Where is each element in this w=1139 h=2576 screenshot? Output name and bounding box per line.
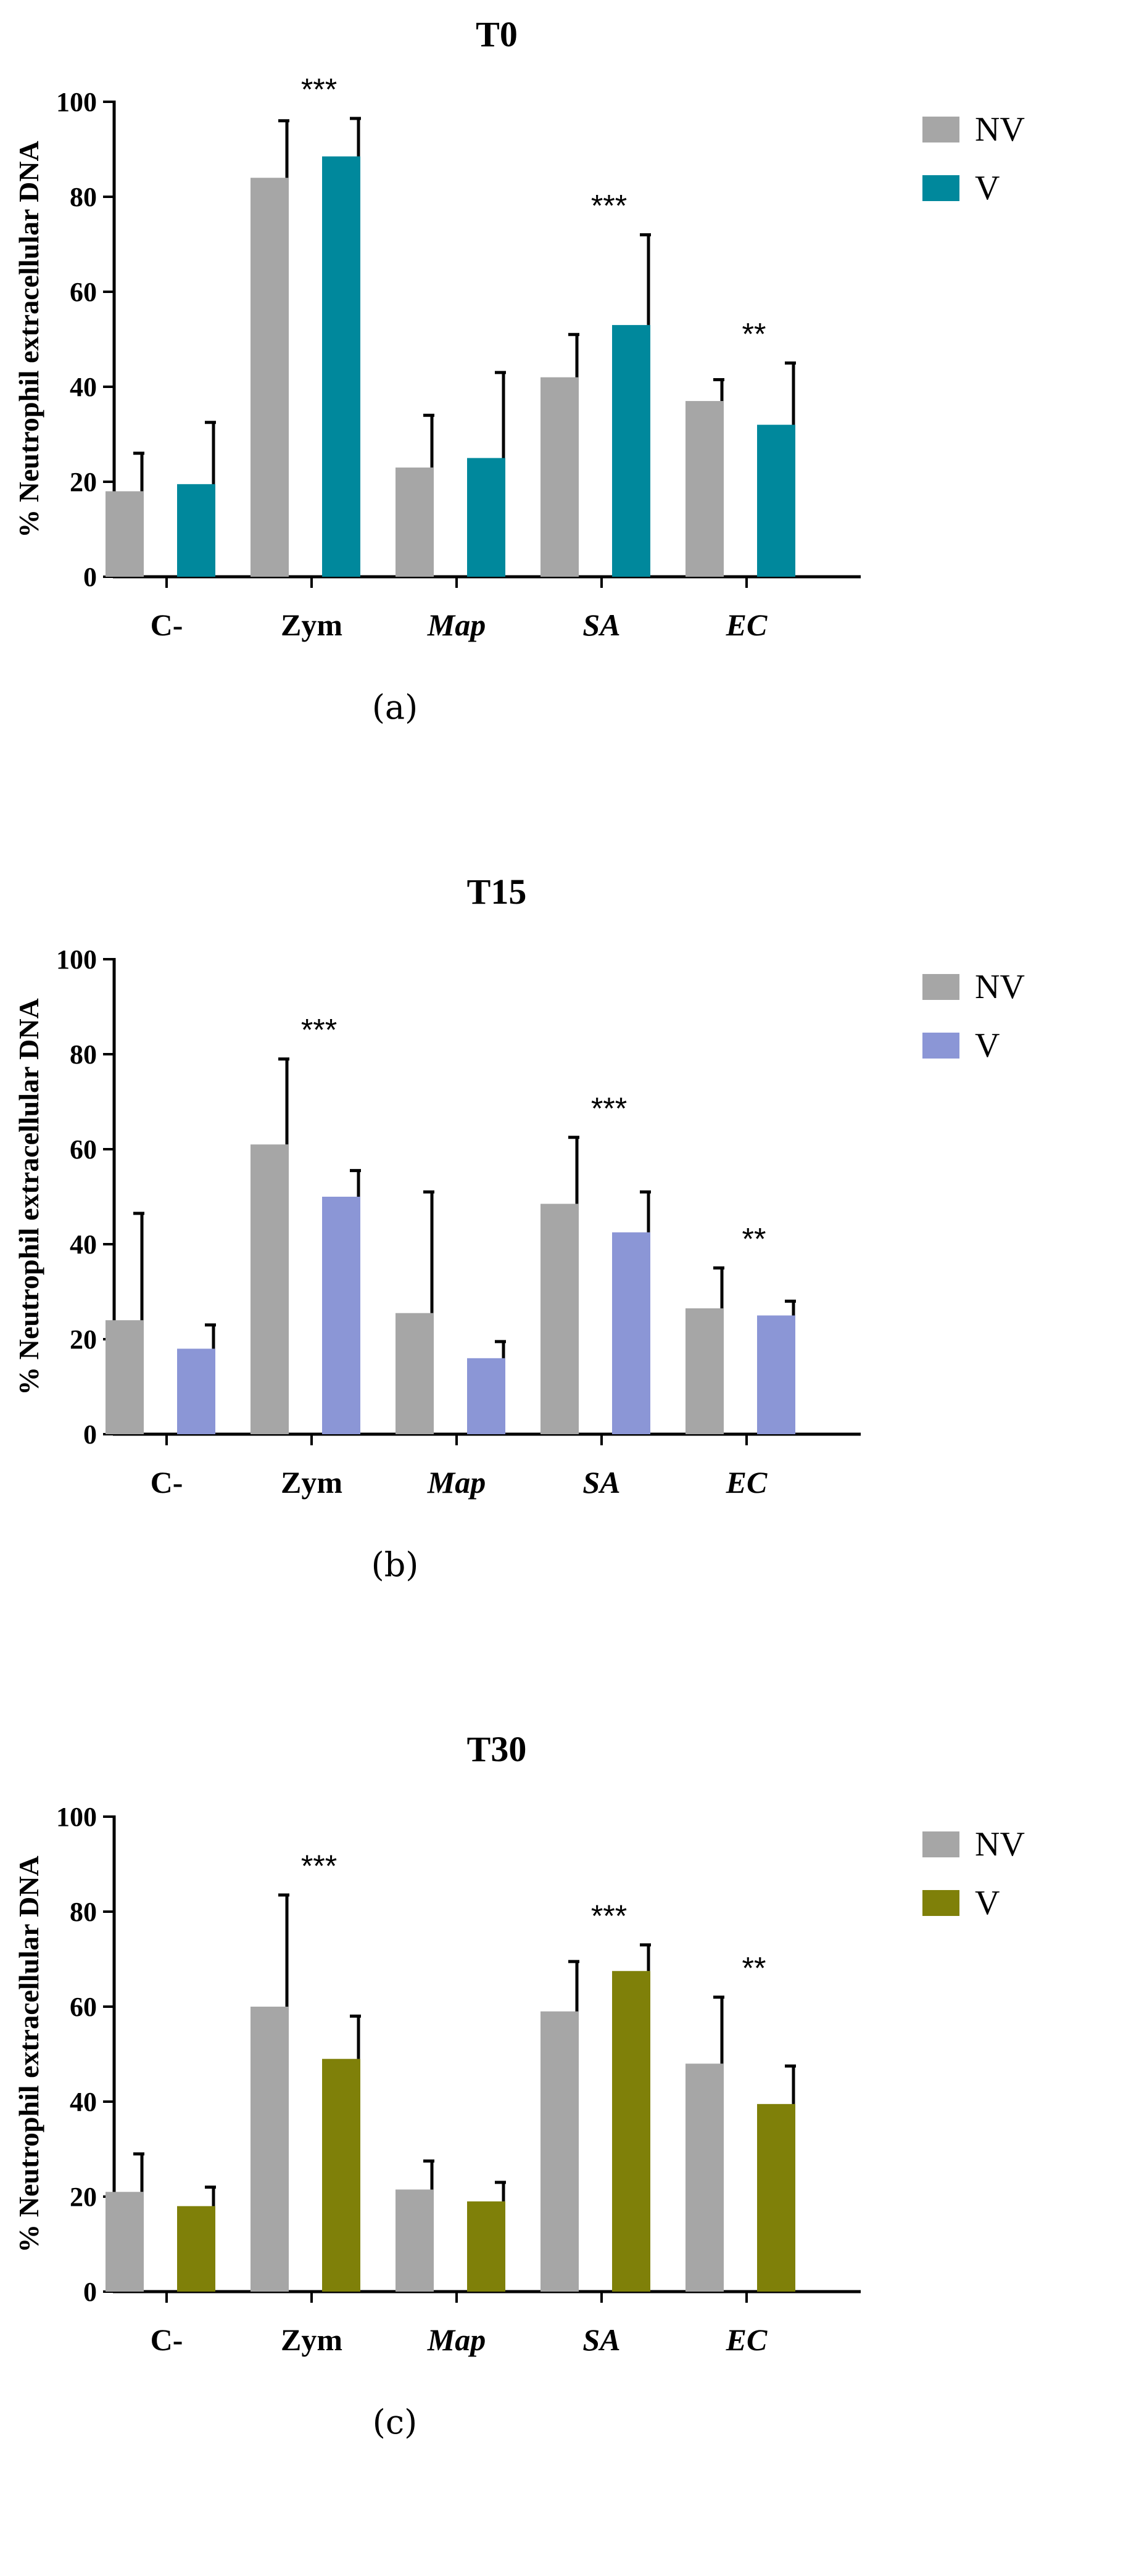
y-tick-label: 100: [56, 87, 97, 117]
y-tick-label: 20: [70, 467, 97, 497]
y-tick-label: 40: [70, 1229, 97, 1260]
bar-v-map: [467, 1358, 505, 1434]
significance-marker: **: [742, 1951, 766, 1986]
panel-label: (c): [373, 2403, 417, 2442]
bar-v-zym: [322, 1197, 360, 1434]
x-tick-label: C-: [151, 608, 183, 642]
bar-v-c: [177, 2206, 215, 2292]
y-tick-label: 60: [70, 277, 97, 307]
y-tick-label: 60: [70, 1992, 97, 2022]
bar-v-sa: [612, 1232, 650, 1434]
x-tick-label: Map: [427, 2322, 486, 2357]
y-tick-label: 20: [70, 2182, 97, 2212]
x-tick-label: Zym: [281, 2322, 342, 2357]
bar-nv-sa: [541, 1203, 579, 1434]
y-axis-label: % Neutrophil extracellular DNA: [13, 1856, 44, 2253]
bar-nv-map: [396, 467, 434, 577]
bar-nv-map: [396, 2189, 434, 2292]
legend-label-nv: NV: [975, 110, 1025, 149]
bar-v-ec: [757, 424, 795, 577]
bar-nv-ec: [685, 1308, 724, 1434]
x-tick-label: Zym: [281, 608, 342, 642]
bar-v-zym: [322, 2058, 360, 2292]
legend-swatch-v: [922, 175, 959, 201]
bar-v-sa: [612, 324, 650, 577]
significance-marker: ***: [591, 1899, 627, 1933]
bar-nv-c: [106, 1320, 144, 1434]
significance-marker: ***: [301, 1013, 337, 1047]
x-tick-label: C-: [151, 2322, 183, 2357]
x-tick-label: Map: [427, 1465, 486, 1500]
panel-label: (a): [372, 688, 418, 727]
legend-swatch-nv: [922, 974, 959, 1000]
y-tick-label: 80: [70, 182, 97, 212]
legend-label-nv: NV: [975, 1825, 1025, 1864]
x-tick-label: EC: [726, 608, 768, 642]
y-axis-label: % Neutrophil extracellular DNA: [13, 998, 44, 1395]
significance-marker: ***: [591, 189, 627, 223]
x-tick-label: EC: [726, 2322, 768, 2357]
legend-label-v: V: [975, 1026, 1000, 1065]
legend-swatch-v: [922, 1890, 959, 1916]
chart-title: T15: [467, 872, 527, 912]
chart-panel-3: T30 % Neutrophil extracellular DNA 0 20 40 60…: [13, 1729, 1025, 2442]
bar-nv-map: [396, 1313, 434, 1434]
bar-nv-sa: [541, 377, 579, 577]
bar-nv-ec: [685, 401, 724, 577]
y-tick-label: 20: [70, 1324, 97, 1355]
bar-v-c: [177, 484, 215, 577]
bar-v-sa: [612, 1971, 650, 2292]
bar-v-ec: [757, 1315, 795, 1434]
y-tick-label: 0: [83, 1419, 97, 1450]
bar-v-map: [467, 2201, 505, 2292]
y-tick-label: 0: [83, 562, 97, 592]
significance-marker: **: [742, 317, 766, 352]
bar-nv-zym: [251, 2007, 289, 2292]
y-tick-label: 40: [70, 372, 97, 402]
bar-nv-zym: [251, 178, 289, 577]
x-tick-label: EC: [726, 1465, 768, 1500]
significance-marker: **: [742, 1222, 766, 1257]
bar-nv-ec: [685, 2063, 724, 2292]
y-tick-label: 80: [70, 1897, 97, 1927]
bar-nv-c: [106, 2192, 144, 2292]
chart-panel-2: T15 % Neutrophil extracellular DNA 0 20 40 60…: [13, 872, 1025, 1584]
chart-title: T30: [467, 1729, 527, 1769]
chart-panel-1: T0 % Neutrophil extracellular DNA 0 20 40 60 8…: [13, 14, 1025, 727]
bar-v-c: [177, 1348, 215, 1434]
x-tick-label: SA: [582, 2322, 620, 2357]
bar-v-ec: [757, 2103, 795, 2292]
x-tick-label: SA: [582, 608, 620, 642]
legend-label-nv: NV: [975, 968, 1025, 1006]
bar-nv-zym: [251, 1144, 289, 1434]
y-tick-label: 100: [56, 1802, 97, 1832]
panel-label: (b): [371, 1545, 419, 1584]
bar-nv-sa: [541, 2011, 579, 2292]
x-tick-label: Map: [427, 608, 486, 642]
y-tick-label: 0: [83, 2277, 97, 2307]
bar-v-map: [467, 458, 505, 577]
legend-label-v: V: [975, 1884, 1000, 1922]
legend-swatch-v: [922, 1033, 959, 1059]
significance-marker: ***: [301, 1849, 337, 1883]
bar-v-zym: [322, 156, 360, 577]
significance-marker: ***: [591, 1091, 627, 1126]
y-tick-label: 100: [56, 944, 97, 975]
legend-label-v: V: [975, 169, 1000, 207]
chart-title: T0: [476, 14, 518, 54]
x-tick-label: Zym: [281, 1465, 342, 1500]
y-tick-label: 40: [70, 2087, 97, 2117]
significance-marker: ***: [301, 72, 337, 107]
legend-swatch-nv: [922, 117, 959, 142]
y-axis-label: % Neutrophil extracellular DNA: [13, 141, 44, 538]
y-tick-label: 80: [70, 1039, 97, 1070]
y-tick-label: 60: [70, 1134, 97, 1165]
x-tick-label: C-: [151, 1465, 183, 1500]
bar-nv-c: [106, 491, 144, 577]
x-tick-label: SA: [582, 1465, 620, 1500]
legend-swatch-nv: [922, 1831, 959, 1857]
